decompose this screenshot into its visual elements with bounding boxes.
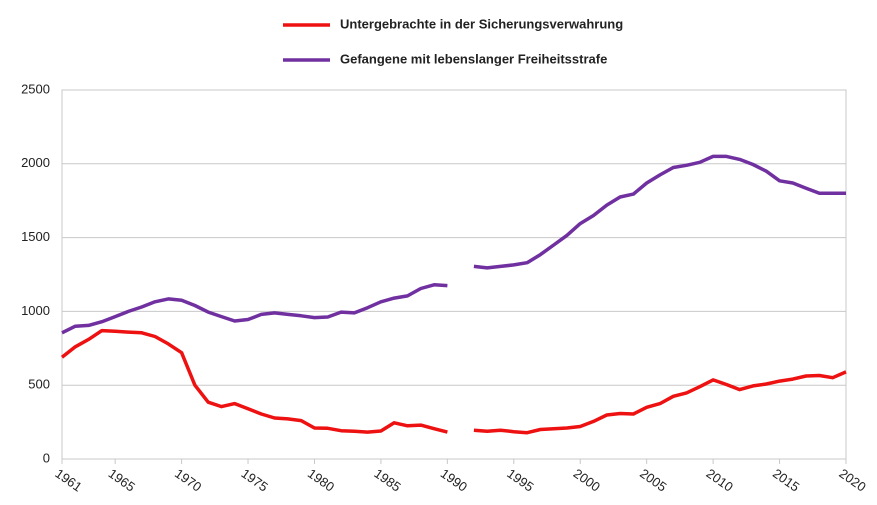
legend-label: Gefangene mit lebenslanger Freiheitsstra… bbox=[340, 51, 607, 66]
x-tick-label: 2005 bbox=[637, 466, 669, 495]
x-tick-label: 1961 bbox=[52, 466, 84, 495]
x-tick-label: 2000 bbox=[571, 466, 603, 495]
x-tick-label: 1965 bbox=[106, 466, 138, 495]
y-tick-label: 1500 bbox=[21, 229, 50, 244]
x-tick-label: 1995 bbox=[504, 466, 536, 495]
y-tick-label: 1000 bbox=[21, 303, 50, 318]
x-tick-label: 1985 bbox=[371, 466, 403, 495]
x-tick-label: 1970 bbox=[172, 466, 204, 495]
x-tick-label: 1975 bbox=[238, 466, 270, 495]
y-tick-label: 2500 bbox=[21, 81, 50, 96]
x-tick-label: 2020 bbox=[836, 466, 868, 495]
y-tick-label: 0 bbox=[43, 450, 50, 465]
plot-border bbox=[61, 89, 847, 460]
legend-label: Untergebrachte in der Sicherungsverwahru… bbox=[340, 16, 623, 31]
y-tick-label: 2000 bbox=[21, 155, 50, 170]
series-line bbox=[60, 328, 847, 435]
series-line bbox=[61, 154, 846, 335]
x-tick-label: 2015 bbox=[770, 466, 802, 495]
y-tick-label: 500 bbox=[28, 377, 50, 392]
x-tick-label: 1990 bbox=[438, 466, 470, 495]
x-tick-label: 2010 bbox=[704, 466, 736, 495]
x-tick-label: 1980 bbox=[305, 466, 337, 495]
